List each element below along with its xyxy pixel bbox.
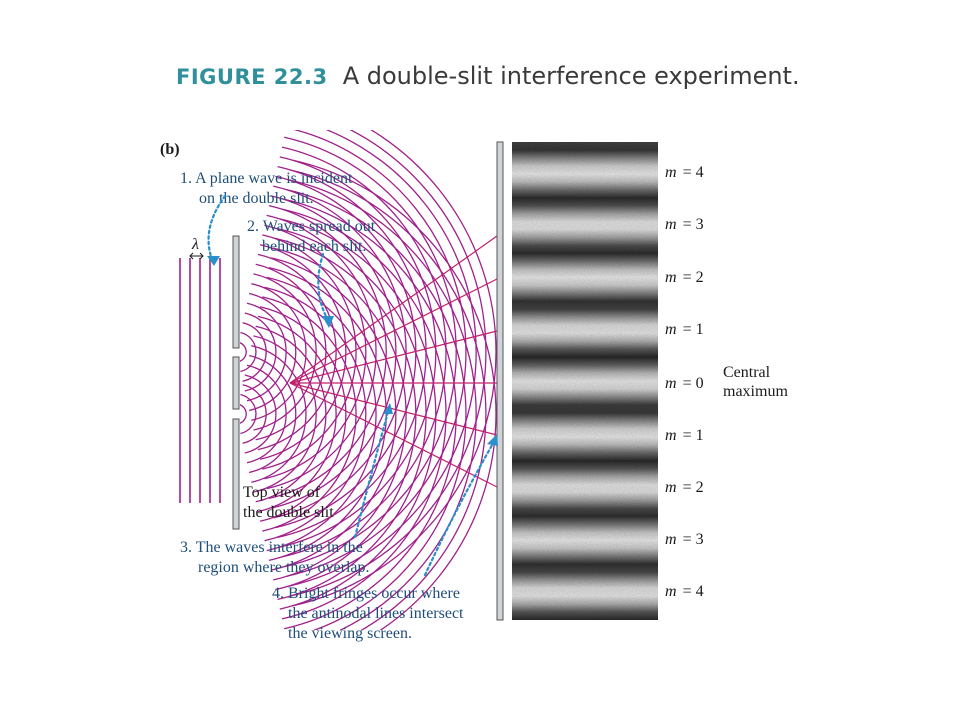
wavefront-arc <box>248 354 297 474</box>
slit-label: Top view of the double slit <box>243 484 334 521</box>
figure-caption: A double-slit interference experiment. <box>342 62 800 90</box>
wavefront-arc <box>268 204 387 500</box>
annotation-4: 4. Bright fringes occur where the antino… <box>272 585 468 642</box>
wavefront-arc <box>264 286 367 542</box>
wavefront-arc <box>264 224 367 480</box>
antinodal-line <box>289 382 498 436</box>
fringe-label: m = 3 <box>665 531 704 548</box>
arrow-2 <box>317 252 329 320</box>
annotation-1: 1. A plane wave is incident on the doubl… <box>180 170 356 207</box>
wavefront-arc <box>284 136 457 568</box>
antinodal-lines <box>289 235 498 488</box>
wavefront-arc <box>273 247 407 581</box>
arrowhead-4 <box>487 434 498 446</box>
double-slit-barrier <box>232 235 240 530</box>
wavefront-arc <box>273 185 407 519</box>
arrowhead-2 <box>322 316 334 328</box>
wavelength-arrow-icon <box>189 252 204 260</box>
arrowhead-1 <box>207 256 220 266</box>
wavefront-arc <box>290 130 487 597</box>
wavefront-arc <box>262 234 357 470</box>
annotation-arrowheads <box>207 256 498 446</box>
wavefront-arc <box>244 374 277 454</box>
wavefront-arc <box>240 342 247 362</box>
wavefront-arc <box>246 364 287 464</box>
figure-title: FIGURE 22.3 A double-slit interference e… <box>176 62 800 90</box>
antinodal-line <box>289 382 498 488</box>
fringe-label: m = 0 <box>665 375 704 392</box>
wavefront-arc <box>292 159 497 630</box>
wavefront-arc <box>262 296 357 532</box>
wavefront-arc <box>290 169 487 630</box>
wavefront-arc <box>240 331 257 373</box>
wavefront-arc <box>279 156 437 548</box>
arrow-4 <box>423 438 497 577</box>
wavefront-arc <box>253 335 317 493</box>
wavefront-arc <box>259 306 347 522</box>
fringe-label: m = 1 <box>665 321 704 338</box>
viewing-screen <box>496 141 504 621</box>
wavefront-arc <box>259 244 347 460</box>
wavefront-arc <box>266 276 377 552</box>
wavefront-arc <box>253 273 317 431</box>
antinodal-line <box>289 235 498 384</box>
antinodal-line <box>289 278 498 384</box>
wavelength-symbol: λ <box>191 236 199 253</box>
wavefront-arc <box>288 179 477 630</box>
wavefront-arc <box>286 130 467 578</box>
wavefront-arc <box>248 292 297 412</box>
fringe-label: m = 1 <box>665 427 704 444</box>
wavefront-arc <box>288 130 477 587</box>
arrowhead-3 <box>383 403 393 414</box>
wavefront-arc <box>279 218 437 610</box>
fringe-label: m = 4 <box>665 164 704 181</box>
annotation-3: 3. The waves interfere in the region whe… <box>180 539 369 576</box>
wavefront-arc <box>286 188 467 630</box>
panel-label: (b) <box>160 141 180 158</box>
wavefront-arc <box>251 345 307 483</box>
wavefront-arc <box>292 130 497 607</box>
annotation-2: 2. Waves spread out behind each slit. <box>247 218 379 255</box>
circular-wavefronts <box>240 130 497 630</box>
wavefront-arc <box>255 325 327 503</box>
fringe-label: m = 3 <box>665 216 704 233</box>
wavefront-arc <box>240 404 247 424</box>
wavefront-arc <box>281 208 447 620</box>
wavefront-arc <box>242 384 267 444</box>
wavefront-arc <box>284 198 457 630</box>
wavefront-arc <box>240 393 257 435</box>
wavefront-arc <box>266 214 377 490</box>
central-maximum-label: Central maximum <box>723 364 788 400</box>
fringe-label: m = 2 <box>665 479 704 496</box>
wavefront-arc <box>277 227 427 601</box>
wavefront-arc <box>255 263 327 441</box>
wavefront-arc <box>270 195 397 509</box>
wavefront-arc <box>281 146 447 558</box>
wavefront-arc <box>251 283 307 421</box>
arrow-3 <box>353 410 390 539</box>
plane-wave-lines <box>179 258 221 503</box>
wavefront-arc <box>257 315 337 513</box>
wavefront-arc <box>270 257 397 571</box>
fringe-label: m = 4 <box>665 583 704 600</box>
wavefront-arc <box>244 312 277 392</box>
fringe-order-labels: m = 4 m = 3 m = 2 m = 1 m = 0 m = 1 m = 2 m = 3 m = 4 <box>665 164 704 600</box>
fringe-pattern-image <box>512 142 658 620</box>
figure-number: FIGURE 22.3 <box>176 65 328 89</box>
fringe-label: m = 2 <box>665 269 704 286</box>
wavefront-arc <box>257 253 337 451</box>
antinodal-line <box>289 330 498 384</box>
